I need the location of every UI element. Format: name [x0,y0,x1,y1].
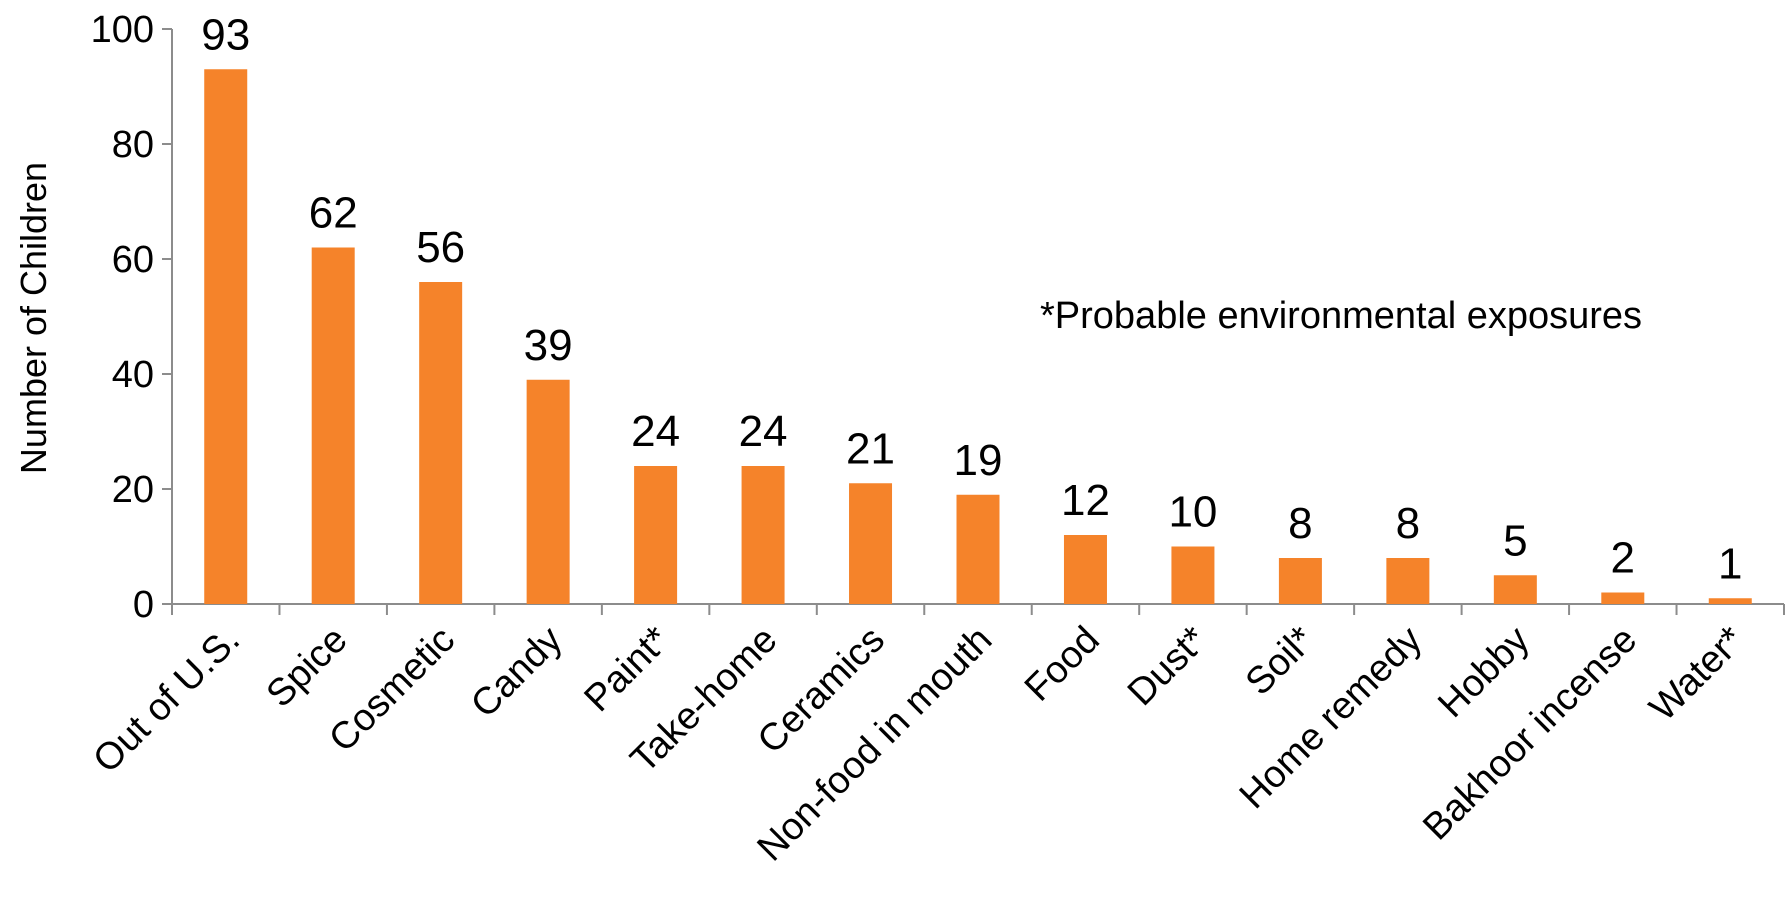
y-axis-title: Number of Children [13,162,54,474]
bars [204,69,1752,604]
data-label: 21 [846,424,895,473]
data-label: 12 [1061,476,1110,525]
bar [849,483,893,604]
bar [1601,592,1645,604]
x-tick-label: Home remedy [1232,619,1430,817]
data-label: 24 [631,407,680,456]
bar [311,247,355,604]
bar [1493,575,1537,604]
x-tick-label: Spice [259,619,356,716]
bar [956,494,1000,604]
bar [1278,558,1322,604]
data-label: 93 [201,10,250,59]
bar [634,466,678,604]
y-tick-label: 60 [112,239,154,281]
x-tick-label: Hobby [1430,619,1537,726]
x-tick-label: Dust* [1120,619,1216,715]
data-label: 10 [1168,488,1217,537]
x-tick-label: Candy [463,619,570,726]
x-tick-label: Out of U.S. [85,619,248,782]
y-tick-label: 0 [133,584,154,626]
y-tick-label: 40 [112,354,154,396]
data-label: 5 [1503,516,1527,565]
chart-annotation: *Probable environmental exposures [1040,295,1642,337]
data-label: 39 [524,321,573,370]
data-label: 8 [1288,499,1312,548]
x-tick-label: Soil* [1238,619,1323,704]
data-label: 8 [1396,499,1420,548]
data-label: 2 [1611,534,1635,583]
bar [1708,598,1752,604]
bar [1386,558,1430,604]
bar [741,466,785,604]
x-tick-label: Food [1017,619,1108,710]
bar [419,282,463,604]
data-label: 1 [1718,539,1742,588]
bar [204,69,248,604]
x-tick-label: Water* [1642,619,1753,730]
x-axis [171,603,1785,615]
data-label: 19 [954,436,1003,485]
bar [1171,546,1215,604]
bar [526,379,570,604]
data-label: 24 [739,407,788,456]
y-tick-label: 20 [112,469,154,511]
x-tick-label: Paint* [577,619,679,721]
bar [1063,535,1107,604]
data-label: 62 [309,189,358,238]
y-tick-label: 100 [91,9,154,51]
y-axis: 0 20 40 60 80 100 [91,9,173,626]
data-label: 56 [416,223,465,272]
y-tick-label: 80 [112,124,154,166]
